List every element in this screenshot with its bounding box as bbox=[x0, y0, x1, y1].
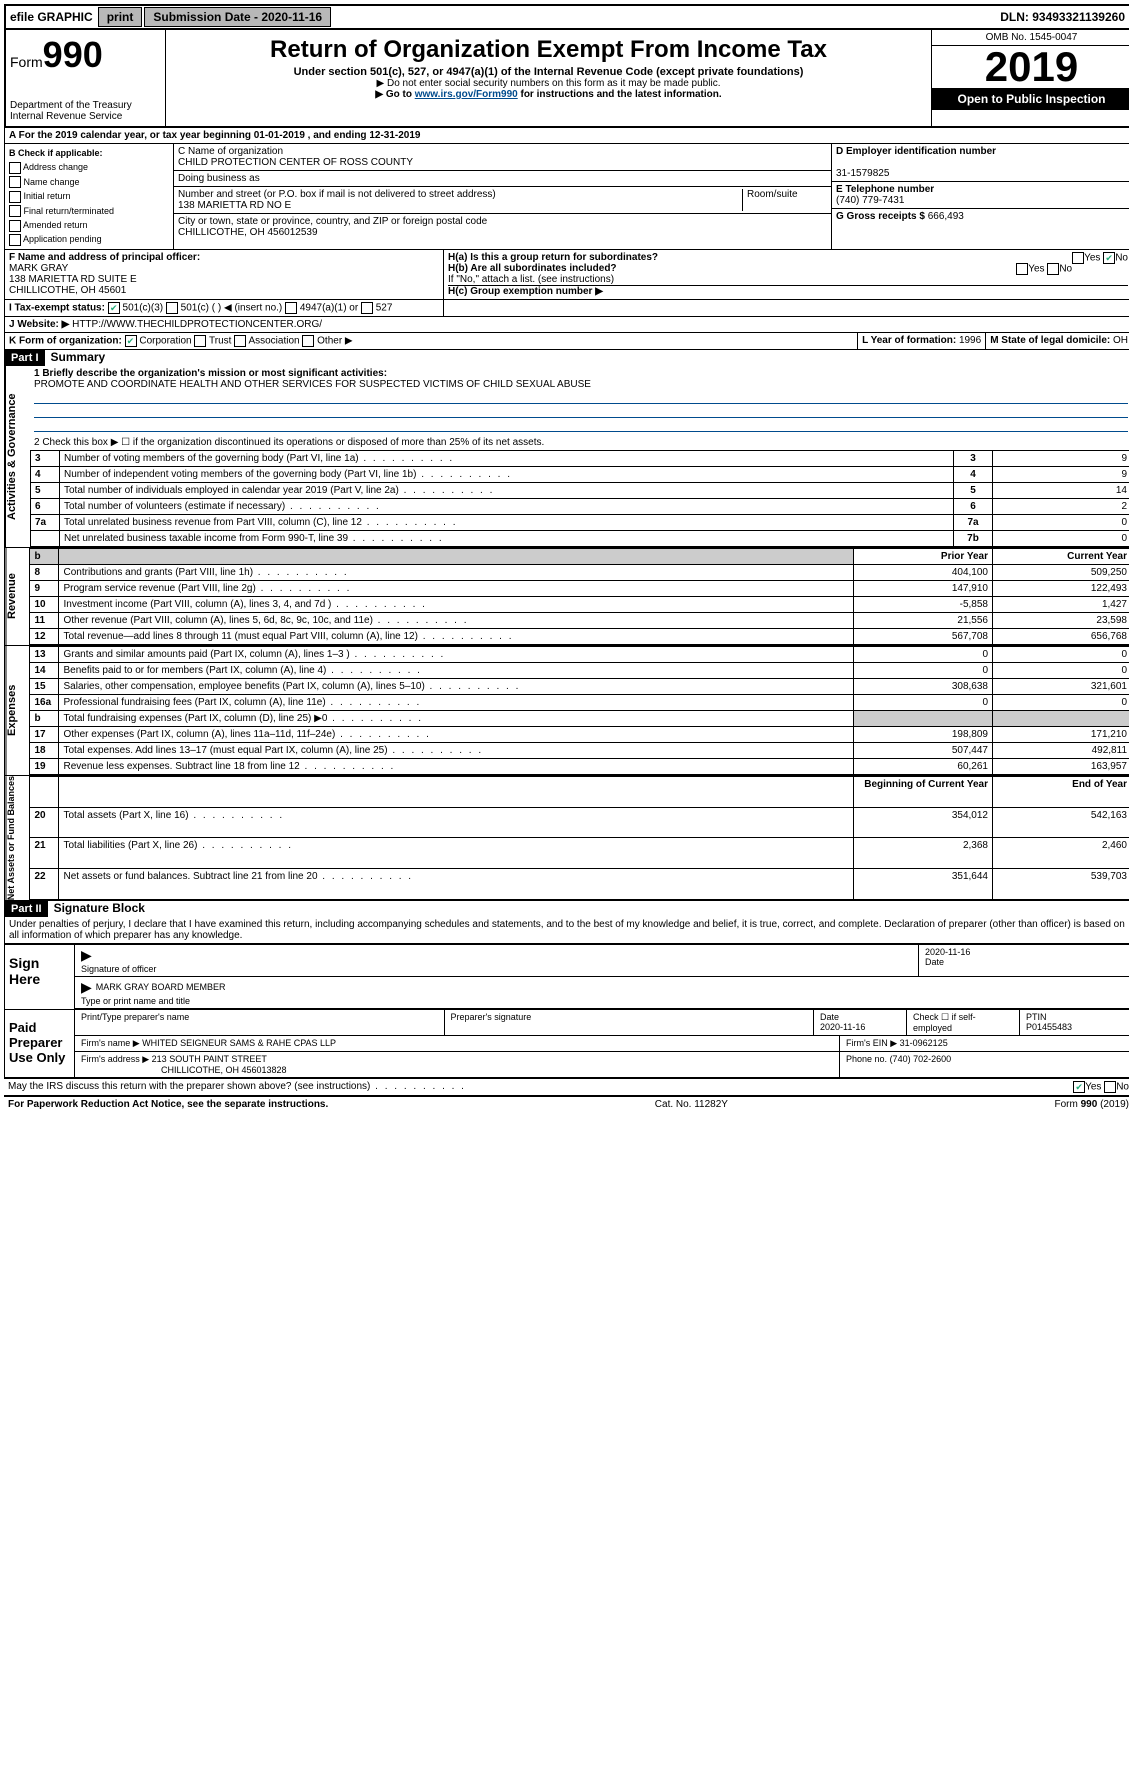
table-row: 22Net assets or fund balances. Subtract … bbox=[30, 869, 1129, 900]
mission-text: PROMOTE AND COORDINATE HEALTH AND OTHER … bbox=[34, 379, 591, 390]
table-row: 13Grants and similar amounts paid (Part … bbox=[30, 646, 1129, 662]
section-l: L Year of formation: 1996 bbox=[858, 333, 986, 349]
org-city: CHILLICOTHE, OH 456012539 bbox=[178, 227, 318, 238]
table-row: 12Total revenue—add lines 8 through 11 (… bbox=[30, 628, 1129, 644]
chk-initial[interactable]: Initial return bbox=[9, 189, 169, 203]
org-address: 138 MARIETTA RD NO E bbox=[178, 200, 291, 211]
table-row: 15Salaries, other compensation, employee… bbox=[30, 678, 1129, 694]
section-h: H(a) Is this a group return for subordin… bbox=[444, 250, 1129, 299]
irs-link[interactable]: www.irs.gov/Form990 bbox=[415, 89, 518, 100]
vlabel-netassets: Net Assets or Fund Balances bbox=[5, 776, 29, 900]
section-k: K Form of organization: Corporation Trus… bbox=[5, 333, 858, 349]
table-row: 8Contributions and grants (Part VIII, li… bbox=[30, 564, 1129, 580]
period-line: A For the 2019 calendar year, or tax yea… bbox=[5, 128, 424, 143]
netassets-table: Beginning of Current YearEnd of Year20To… bbox=[29, 776, 1129, 900]
vlabel-governance: Activities & Governance bbox=[5, 366, 30, 547]
cat-number: Cat. No. 11282Y bbox=[655, 1099, 728, 1110]
revenue-table: bPrior YearCurrent Year8Contributions an… bbox=[29, 548, 1129, 645]
top-toolbar: efile GRAPHIC print Submission Date - 20… bbox=[4, 4, 1129, 30]
form-footer: Form 990 (2019) bbox=[1055, 1099, 1129, 1110]
chk-address[interactable]: Address change bbox=[9, 160, 169, 174]
org-name: CHILD PROTECTION CENTER OF ROSS COUNTY bbox=[178, 157, 413, 168]
part1-title: Summary bbox=[45, 350, 106, 366]
chk-pending[interactable]: Application pending bbox=[9, 232, 169, 246]
discuss-question: May the IRS discuss this return with the… bbox=[8, 1081, 466, 1093]
table-row: Net unrelated business taxable income fr… bbox=[31, 530, 1129, 546]
sign-here-block: Sign Here Signature of officer 2020-11-1… bbox=[4, 944, 1129, 1010]
table-row: 10Investment income (Part VIII, column (… bbox=[30, 596, 1129, 612]
note-link: ▶ Go to www.irs.gov/Form990 for instruct… bbox=[170, 89, 927, 100]
table-row: 19Revenue less expenses. Subtract line 1… bbox=[30, 758, 1129, 774]
declaration-text: Under penalties of perjury, I declare th… bbox=[5, 917, 1129, 943]
table-row: 4Number of independent voting members of… bbox=[31, 466, 1129, 482]
form-title: Return of Organization Exempt From Incom… bbox=[170, 36, 927, 64]
table-row: 5Total number of individuals employed in… bbox=[31, 482, 1129, 498]
table-row: 3Number of voting members of the governi… bbox=[31, 450, 1129, 466]
section-b: B Check if applicable: Address change Na… bbox=[5, 144, 174, 249]
table-row: 20Total assets (Part X, line 16)354,0125… bbox=[30, 807, 1129, 838]
section-c: C Name of organizationCHILD PROTECTION C… bbox=[174, 144, 832, 249]
chk-amended[interactable]: Amended return bbox=[9, 218, 169, 232]
right-info: D Employer identification number31-15798… bbox=[832, 144, 1129, 249]
section-f: F Name and address of principal officer:… bbox=[5, 250, 444, 299]
form-number: Form990 bbox=[10, 34, 161, 76]
table-row: 17Other expenses (Part IX, column (A), l… bbox=[30, 726, 1129, 742]
part2-header: Part II bbox=[5, 901, 48, 917]
section-m: M State of legal domicile: OH bbox=[986, 333, 1129, 349]
efile-label: efile GRAPHIC bbox=[6, 10, 97, 24]
expenses-table: 13Grants and similar amounts paid (Part … bbox=[29, 646, 1129, 775]
dept-label: Department of the Treasury Internal Reve… bbox=[10, 100, 161, 122]
paid-preparer-block: Paid Preparer Use Only Print/Type prepar… bbox=[4, 1010, 1129, 1078]
vlabel-expenses: Expenses bbox=[5, 646, 29, 775]
phone-value: (740) 779-7431 bbox=[836, 195, 904, 206]
chk-final[interactable]: Final return/terminated bbox=[9, 204, 169, 218]
table-row: 16aProfessional fundraising fees (Part I… bbox=[30, 694, 1129, 710]
chk-name[interactable]: Name change bbox=[9, 175, 169, 189]
table-row: 21Total liabilities (Part X, line 26)2,3… bbox=[30, 838, 1129, 869]
table-row: 14Benefits paid to or for members (Part … bbox=[30, 662, 1129, 678]
gross-receipts: 666,493 bbox=[928, 211, 964, 222]
table-row: 9Program service revenue (Part VIII, lin… bbox=[30, 580, 1129, 596]
ein-value: 31-1579825 bbox=[836, 168, 889, 179]
open-public-badge: Open to Public Inspection bbox=[932, 88, 1129, 110]
table-row: 7aTotal unrelated business revenue from … bbox=[31, 514, 1129, 530]
section-j: J Website: ▶ HTTP://WWW.THECHILDPROTECTI… bbox=[5, 317, 326, 332]
print-button[interactable]: print bbox=[98, 7, 143, 27]
vlabel-revenue: Revenue bbox=[5, 548, 29, 645]
part1-header: Part I bbox=[5, 350, 45, 366]
website-url[interactable]: HTTP://WWW.THECHILDPROTECTIONCENTER.ORG/ bbox=[72, 319, 322, 330]
part2-title: Signature Block bbox=[48, 901, 145, 917]
note-ssn: ▶ Do not enter social security numbers o… bbox=[170, 78, 927, 89]
table-row: 11Other revenue (Part VIII, column (A), … bbox=[30, 612, 1129, 628]
table-row: 18Total expenses. Add lines 13–17 (must … bbox=[30, 742, 1129, 758]
table-row: bTotal fundraising expenses (Part IX, co… bbox=[30, 710, 1129, 726]
dln-label: DLN: 93493321139260 bbox=[1000, 10, 1129, 24]
tax-year: 2019 bbox=[932, 46, 1129, 88]
table-row: 6Total number of volunteers (estimate if… bbox=[31, 498, 1129, 514]
form-header: Form990 Department of the Treasury Inter… bbox=[4, 30, 1129, 128]
submission-date-button[interactable]: Submission Date - 2020-11-16 bbox=[144, 7, 331, 27]
form-subtitle: Under section 501(c), 527, or 4947(a)(1)… bbox=[170, 66, 927, 78]
discuss-answer: Yes No bbox=[1073, 1081, 1129, 1093]
paperwork-notice: For Paperwork Reduction Act Notice, see … bbox=[8, 1099, 328, 1110]
section-i: I Tax-exempt status: 501(c)(3) 501(c) ( … bbox=[5, 300, 444, 316]
governance-table: 3Number of voting members of the governi… bbox=[30, 450, 1129, 547]
